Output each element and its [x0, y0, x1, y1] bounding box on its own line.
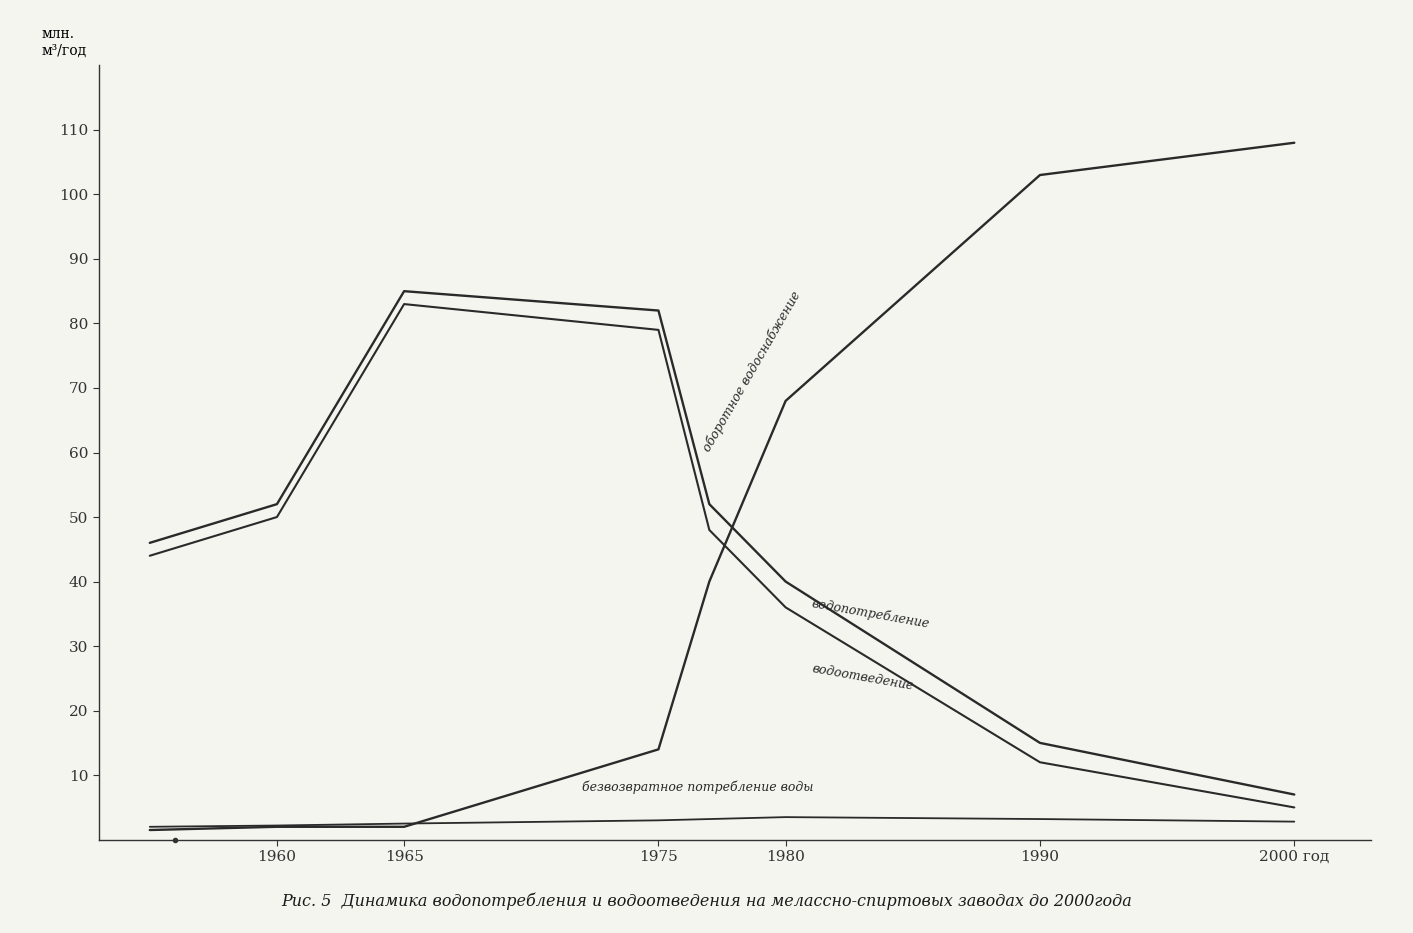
Text: безвозвратное потребление воды: безвозвратное потребление воды	[582, 781, 814, 794]
Text: млн.
м³/год: млн. м³/год	[42, 27, 88, 58]
Text: водопотребление: водопотребление	[811, 597, 931, 631]
Text: Рис. 5  Динамика водопотребления и водоотведения на мелассно-спиртовых заводах д: Рис. 5 Динамика водопотребления и водоот…	[281, 892, 1132, 910]
Text: водоотведение: водоотведение	[811, 662, 914, 693]
Text: оборотное водоснабжение: оборотное водоснабжение	[701, 289, 804, 454]
